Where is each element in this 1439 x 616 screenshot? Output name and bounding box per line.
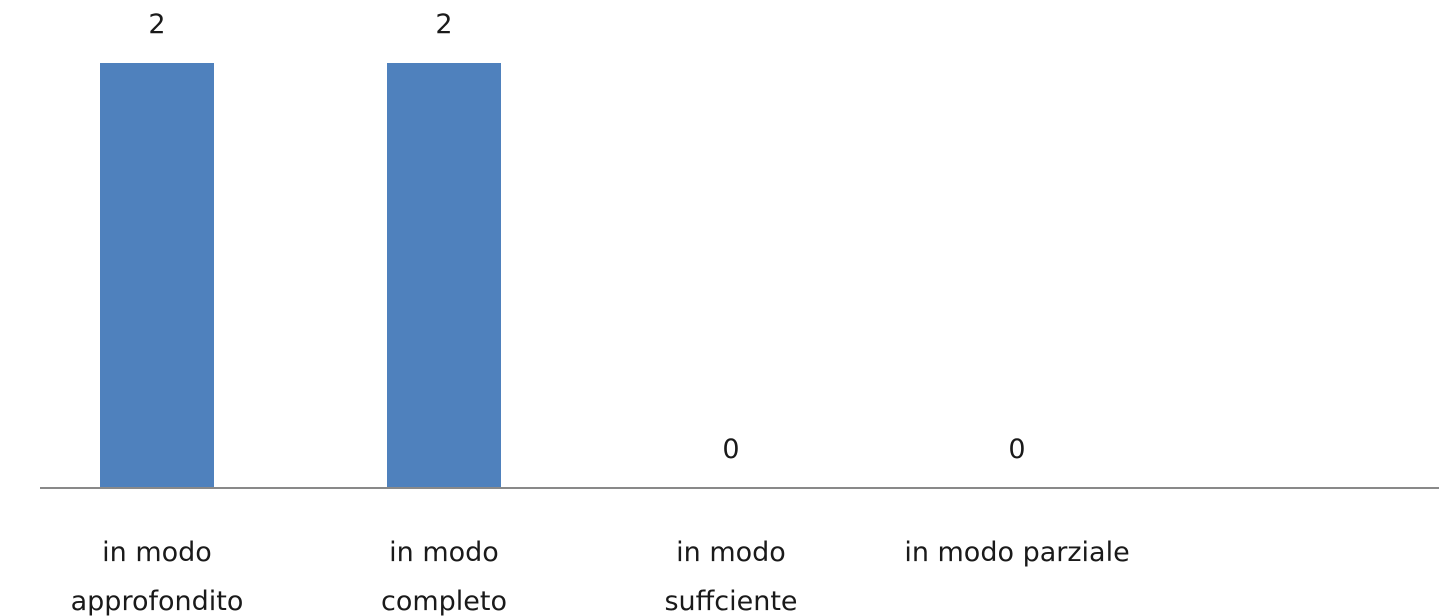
data-label-in-modo-suffciente: 0: [722, 434, 739, 465]
x-tick-label-in-modo-parziale: in modo parziale: [904, 537, 1129, 568]
x-tick-label-line: suffciente: [664, 586, 797, 616]
x-tick-label-line: approfondito: [71, 586, 244, 616]
x-tick-label-in-modo-suffciente: in modo suffciente: [664, 537, 797, 616]
bar-in-modo-approfondito: [100, 63, 214, 488]
data-labels-layer: 2 2 0 0: [148, 9, 1025, 465]
data-label-in-modo-completo: 2: [435, 9, 452, 40]
x-tick-label-line: in modo: [389, 537, 499, 568]
x-tick-label-line: in modo: [676, 537, 786, 568]
data-label-in-modo-approfondito: 2: [148, 9, 165, 40]
bars-layer: [100, 63, 501, 488]
x-tick-label-in-modo-approfondito: in modo approfondito: [71, 537, 244, 616]
data-label-in-modo-parziale: 0: [1008, 434, 1025, 465]
x-tick-label-line: in modo parziale: [904, 537, 1129, 568]
x-tick-label-line: completo: [381, 586, 507, 616]
x-tick-label-in-modo-completo: in modo completo: [381, 537, 507, 616]
bar-in-modo-completo: [387, 63, 501, 488]
x-tick-label-line: in modo: [102, 537, 212, 568]
